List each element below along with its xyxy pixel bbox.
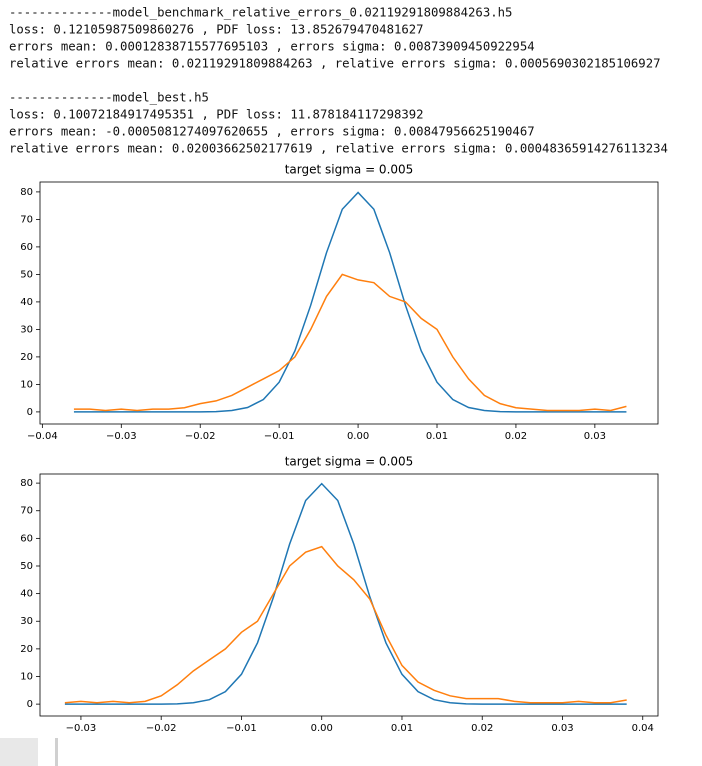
chart-title: target sigma = 0.005 [285,163,414,177]
y-tick-label: 30 [20,324,33,335]
x-tick-label: −0.01 [226,723,257,734]
data-line [73,191,627,413]
x-tick-label: 0.01 [426,431,448,442]
output-line: relative errors mean: 0.0211929180988426… [9,57,661,71]
x-tick-label: 0.00 [347,431,369,442]
output-line: errors mean: 0.00012838715577695103 , er… [9,40,535,54]
output-line: loss: 0.10072184917495351 , PDF loss: 11… [9,108,424,122]
data-line [64,545,627,704]
y-tick-label: 60 [20,242,33,253]
x-tick-label: 0.00 [311,723,333,734]
plot-frame [39,181,659,425]
y-tick-label: 20 [20,644,33,655]
x-tick-label: −0.02 [185,431,216,442]
x-tick-label: 0.04 [632,723,654,734]
y-tick-label: 70 [20,214,33,225]
x-tick-label: −0.01 [264,431,295,442]
x-tick-label: 0.03 [551,723,573,734]
output-line: --------------model_benchmark_relative_e… [9,6,512,20]
y-tick-label: 50 [20,269,33,280]
chart-title: target sigma = 0.005 [285,455,414,469]
data-line [73,273,627,412]
plot-frame [39,473,659,717]
y-tick-label: 40 [20,297,33,308]
data-line [64,482,627,705]
output-line: errors mean: -0.0005081274097620655 , er… [9,125,535,139]
y-tick-label: 0 [27,407,33,418]
y-tick-label: 80 [20,187,33,198]
x-tick-label: −0.03 [106,431,137,442]
x-tick-label: −0.04 [27,431,58,442]
output-line: relative errors mean: 0.0200366250217761… [9,142,668,156]
y-tick-label: 30 [20,616,33,627]
x-tick-label: 0.01 [391,723,413,734]
scroll-area [0,738,38,766]
y-tick-label: 80 [20,478,33,489]
y-tick-label: 40 [20,589,33,600]
y-tick-label: 0 [27,699,33,710]
y-tick-label: 50 [20,561,33,572]
x-tick-label: 0.02 [471,723,493,734]
x-tick-label: 0.03 [584,431,606,442]
y-tick-label: 10 [20,671,33,682]
y-tick-label: 60 [20,533,33,544]
output-line: loss: 0.12105987509860276 , PDF loss: 13… [9,23,424,37]
x-tick-label: 0.02 [505,431,527,442]
y-tick-label: 10 [20,379,33,390]
y-tick-label: 70 [20,506,33,517]
x-tick-label: −0.02 [146,723,177,734]
divider [55,738,58,766]
output-line: --------------model_best.h5 [9,91,209,105]
y-tick-label: 20 [20,352,33,363]
x-tick-label: −0.03 [66,723,97,734]
